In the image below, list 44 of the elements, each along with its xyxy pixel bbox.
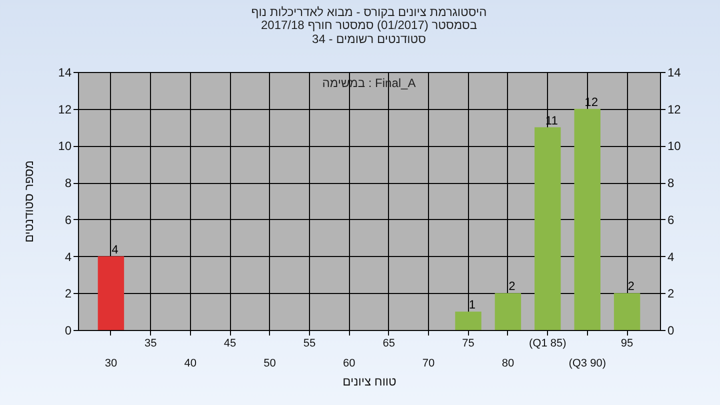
y2-tick-label: 12 — [668, 102, 682, 116]
bar — [494, 293, 522, 330]
chart-title: היסטוגרמת ציונים בקורס - מבוא לאדריכלות נוף — [251, 5, 487, 19]
bar — [614, 293, 640, 330]
bar — [455, 312, 482, 330]
bar — [574, 108, 600, 330]
y-axis-title: מספר סטודנטים — [22, 160, 36, 243]
x-axis-title: טווח ציונים — [342, 374, 397, 388]
y-tick-label: 8 — [64, 176, 72, 190]
x-tick-label: 75 — [462, 338, 474, 350]
bar — [98, 256, 124, 330]
x-tick-label: 80 — [502, 358, 514, 370]
y-tick-label: 0 — [64, 324, 72, 338]
x-tick-label: (Q1 85) — [529, 338, 566, 350]
data-label: 2 — [508, 279, 516, 294]
chart-subtitle: בסמסטר (01/2017) סמסטר חורף 2017/18 סטודנטים רשומים - 34 — [260, 18, 478, 46]
x-tick-label: 40 — [184, 358, 196, 370]
x-tick-label: 70 — [422, 358, 435, 370]
y2-tick-label: 6 — [668, 212, 674, 227]
y-tick-label: 10 — [58, 139, 72, 154]
x-tick-label: (Q3 90) — [568, 358, 606, 370]
x-tick-label: 45 — [224, 338, 236, 350]
y-tick-label: 2 — [64, 286, 72, 301]
y-tick-label: 14 — [58, 66, 72, 80]
y-tick-label: 6 — [64, 212, 72, 227]
y2-tick-label: 4 — [668, 250, 674, 264]
y2-tick-label: 10 — [668, 139, 682, 154]
y2-tick-label: 2 — [668, 286, 674, 301]
x-tick-label: 95 — [620, 338, 634, 350]
y2-tick-label: 8 — [668, 176, 674, 190]
y2-tick-label: 14 — [668, 66, 682, 80]
x-tick-label: 55 — [303, 338, 316, 350]
data-label: 4 — [112, 242, 119, 256]
x-tick-label: 50 — [264, 358, 276, 370]
x-tick-label: 35 — [144, 338, 157, 350]
x-tick-label: 65 — [382, 338, 395, 350]
data-label: 1 — [468, 298, 476, 312]
bar — [534, 127, 561, 330]
x-tick-label: 30 — [104, 358, 118, 370]
y2-tick-label: 0 — [668, 324, 674, 338]
y-tick-label: 12 — [58, 102, 72, 116]
data-label: 2 — [628, 279, 635, 294]
y-tick-label: 4 — [64, 250, 72, 264]
x-tick-label: 60 — [343, 358, 356, 370]
